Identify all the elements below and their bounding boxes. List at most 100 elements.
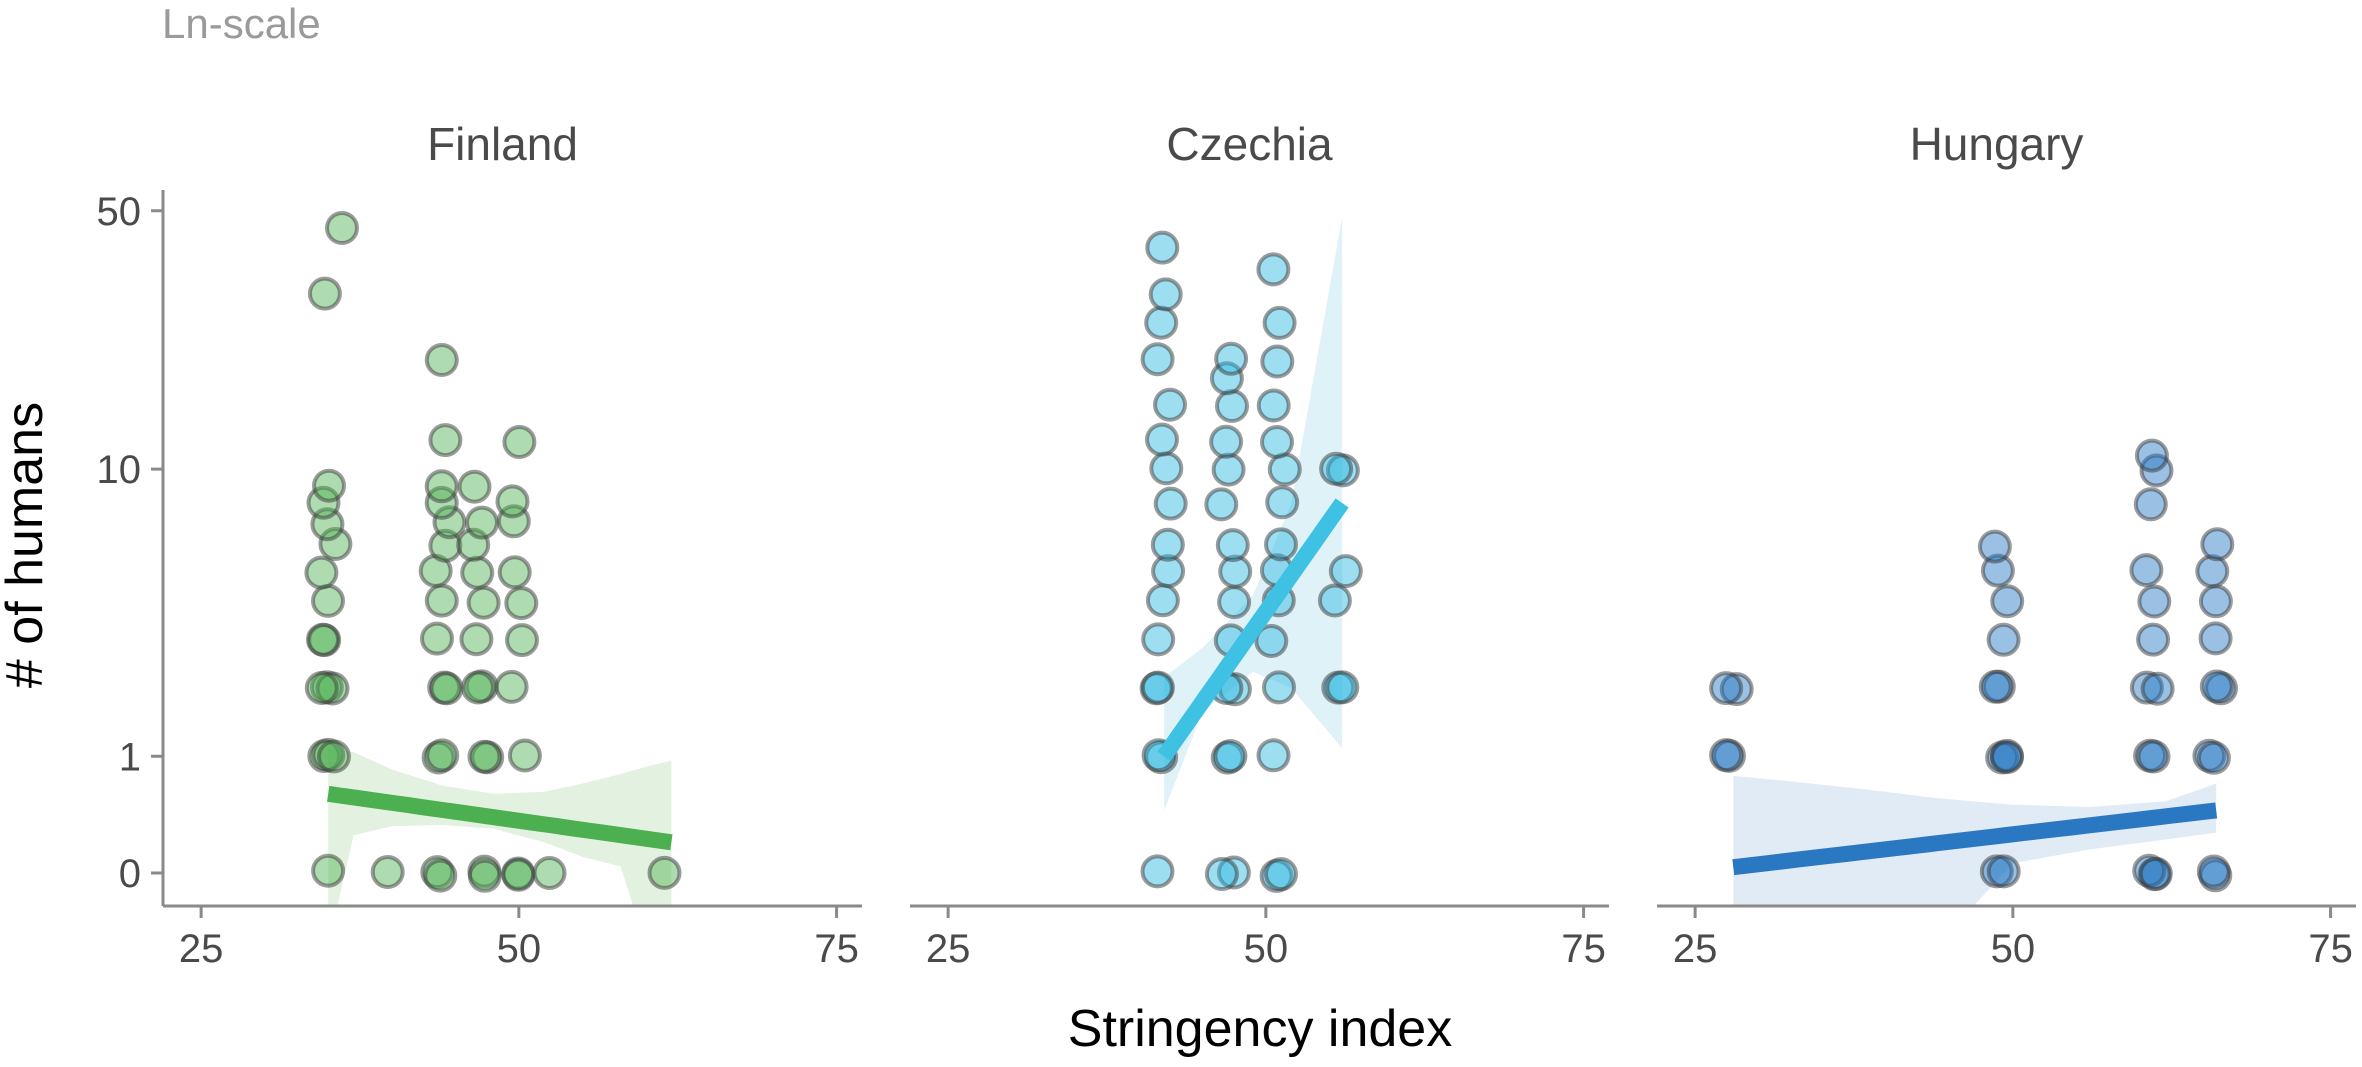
facet-title-czechia: Czechia bbox=[1166, 118, 1333, 170]
data-point bbox=[424, 469, 459, 504]
data-point bbox=[1977, 529, 2012, 564]
data-point bbox=[1325, 670, 1360, 705]
x-tick-label: 50 bbox=[1244, 927, 1289, 971]
data-point bbox=[1990, 584, 2025, 619]
data-point bbox=[1215, 528, 1250, 563]
data-point bbox=[370, 855, 405, 889]
data-point bbox=[1150, 527, 1185, 562]
data-point bbox=[1319, 451, 1354, 486]
data-point bbox=[315, 671, 350, 706]
data-point bbox=[1140, 342, 1175, 377]
data-point bbox=[1145, 422, 1179, 457]
y-tick-label: 1 bbox=[119, 735, 141, 779]
data-point bbox=[1989, 740, 2024, 775]
data-point bbox=[507, 738, 542, 773]
data-point bbox=[1260, 425, 1294, 459]
data-point bbox=[2196, 854, 2231, 889]
data-point bbox=[1264, 527, 1298, 562]
data-point bbox=[1148, 277, 1183, 312]
data-point bbox=[325, 211, 359, 245]
data-point bbox=[495, 484, 530, 519]
data-point bbox=[1254, 624, 1289, 658]
data-point bbox=[1145, 230, 1180, 265]
data-point bbox=[505, 623, 539, 658]
data-point bbox=[2195, 554, 2230, 589]
data-point bbox=[1151, 554, 1186, 589]
data-point bbox=[2136, 622, 2171, 657]
data-point bbox=[1980, 553, 2015, 588]
data-point bbox=[432, 505, 467, 540]
data-point bbox=[1317, 583, 1352, 618]
data-point bbox=[1260, 344, 1295, 379]
data-point bbox=[1215, 389, 1249, 423]
data-point bbox=[317, 739, 351, 774]
data-point bbox=[1209, 424, 1244, 459]
data-point bbox=[1256, 388, 1291, 423]
data-point bbox=[424, 343, 459, 377]
data-point bbox=[1204, 857, 1239, 891]
data-point bbox=[494, 669, 529, 704]
data-point bbox=[1978, 669, 2013, 704]
data-point bbox=[1986, 622, 2021, 657]
data-point bbox=[1256, 738, 1291, 773]
data-point bbox=[1217, 585, 1252, 620]
data-point bbox=[1986, 854, 2021, 889]
regression-line bbox=[1157, 498, 1349, 761]
data-point bbox=[1141, 622, 1176, 657]
data-point bbox=[1153, 387, 1187, 422]
data-point bbox=[460, 555, 495, 590]
data-point bbox=[1211, 452, 1246, 487]
data-point bbox=[420, 621, 454, 656]
y-tick-label: 10 bbox=[97, 448, 142, 492]
confidence-band bbox=[328, 748, 672, 906]
x-tick-label: 50 bbox=[497, 927, 542, 971]
x-tick-label: 25 bbox=[1673, 927, 1718, 971]
data-point bbox=[502, 425, 537, 459]
data-point bbox=[1140, 670, 1175, 705]
data-point bbox=[311, 853, 346, 888]
data-point bbox=[467, 858, 502, 893]
data-point bbox=[1328, 554, 1363, 589]
data-point bbox=[424, 583, 459, 618]
facet-title-finland: Finland bbox=[427, 118, 578, 170]
data-point bbox=[532, 856, 567, 890]
data-point bbox=[457, 469, 492, 504]
data-point bbox=[1709, 671, 1744, 706]
data-point bbox=[1204, 487, 1239, 522]
y-tick-label: 50 bbox=[97, 190, 142, 234]
confidence-band bbox=[1164, 217, 1343, 811]
data-point bbox=[2198, 584, 2233, 619]
data-point bbox=[466, 585, 501, 620]
data-point bbox=[1265, 485, 1300, 520]
data-point bbox=[467, 739, 502, 774]
data-point bbox=[501, 857, 536, 892]
x-tick-label: 50 bbox=[1991, 927, 2036, 971]
data-point bbox=[497, 555, 532, 590]
data-point bbox=[2137, 584, 2172, 619]
data-point bbox=[1145, 583, 1180, 618]
data-point bbox=[311, 583, 345, 618]
data-point bbox=[423, 858, 458, 893]
data-point bbox=[2134, 438, 2169, 473]
data-point bbox=[1264, 857, 1298, 892]
scale-caption: Ln-scale bbox=[162, 0, 321, 47]
data-point bbox=[1262, 305, 1297, 340]
data-point bbox=[2140, 671, 2175, 706]
facet-finland: Finland 25 50 75 0 1 10 50 bbox=[97, 118, 862, 971]
y-axis-title: # of humans bbox=[0, 402, 54, 688]
data-point bbox=[2196, 740, 2231, 775]
data-point bbox=[307, 276, 342, 311]
data-point bbox=[1216, 855, 1251, 890]
data-point bbox=[1140, 854, 1175, 889]
data-point bbox=[1214, 341, 1249, 376]
data-point bbox=[459, 622, 494, 657]
data-point bbox=[2138, 856, 2173, 891]
data-point bbox=[306, 622, 340, 657]
regression-line bbox=[327, 785, 673, 851]
data-point bbox=[461, 670, 495, 705]
facet-panels: Finland 25 50 75 0 1 10 50 Czechia 25 50 75 Hungary 2… bbox=[97, 118, 2356, 971]
x-tick-label: 25 bbox=[926, 927, 971, 971]
data-point bbox=[504, 586, 539, 621]
